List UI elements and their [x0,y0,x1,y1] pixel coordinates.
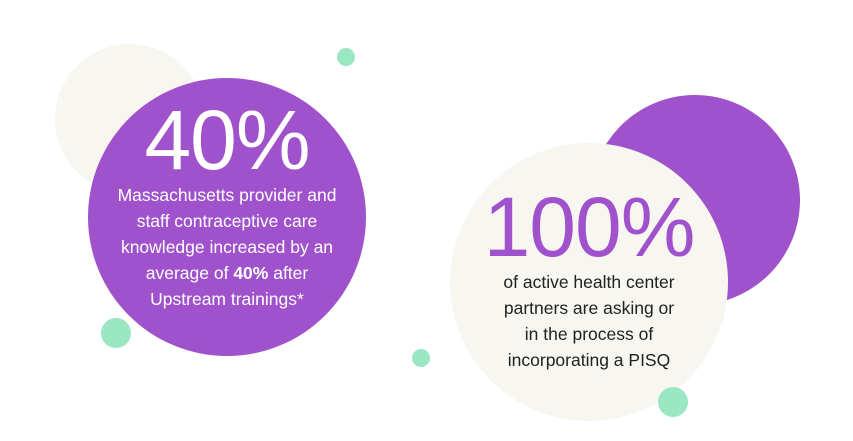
stat-left-line: average of 40% after [88,260,366,286]
stat-left-line: Massachusetts provider and [117,185,337,205]
decorative-mint-dot [412,349,430,367]
stat-right-line: in the process of [524,324,654,344]
stat-left-bold-value: 40% [233,263,269,283]
stat-circle-left: 40% Massachusetts provider and staff con… [88,78,366,356]
stat-left-line: Upstream trainings* [150,289,304,309]
stat-circle-right: 100% of active health center partners ar… [450,143,728,421]
stat-right-line: of active health center [503,272,675,292]
stat-left-description: Massachusetts provider and staff contrac… [88,182,366,312]
decorative-mint-dot [658,387,688,417]
decorative-mint-dot [101,318,131,348]
stat-right-line: incorporating a PISQ [507,350,671,370]
stat-right-value: 100% [483,180,696,274]
decorative-mint-dot [337,48,355,66]
stat-right-line: partners are asking or [503,298,675,318]
stat-left-line: knowledge increased by an [120,237,334,257]
stat-left-text: average of [145,263,234,283]
stat-left-text: after [268,263,309,283]
stat-left-value: 40% [144,93,310,187]
stat-right-description: of active health center partners are ask… [450,269,728,373]
stat-left-line: staff contraceptive care [136,211,318,231]
